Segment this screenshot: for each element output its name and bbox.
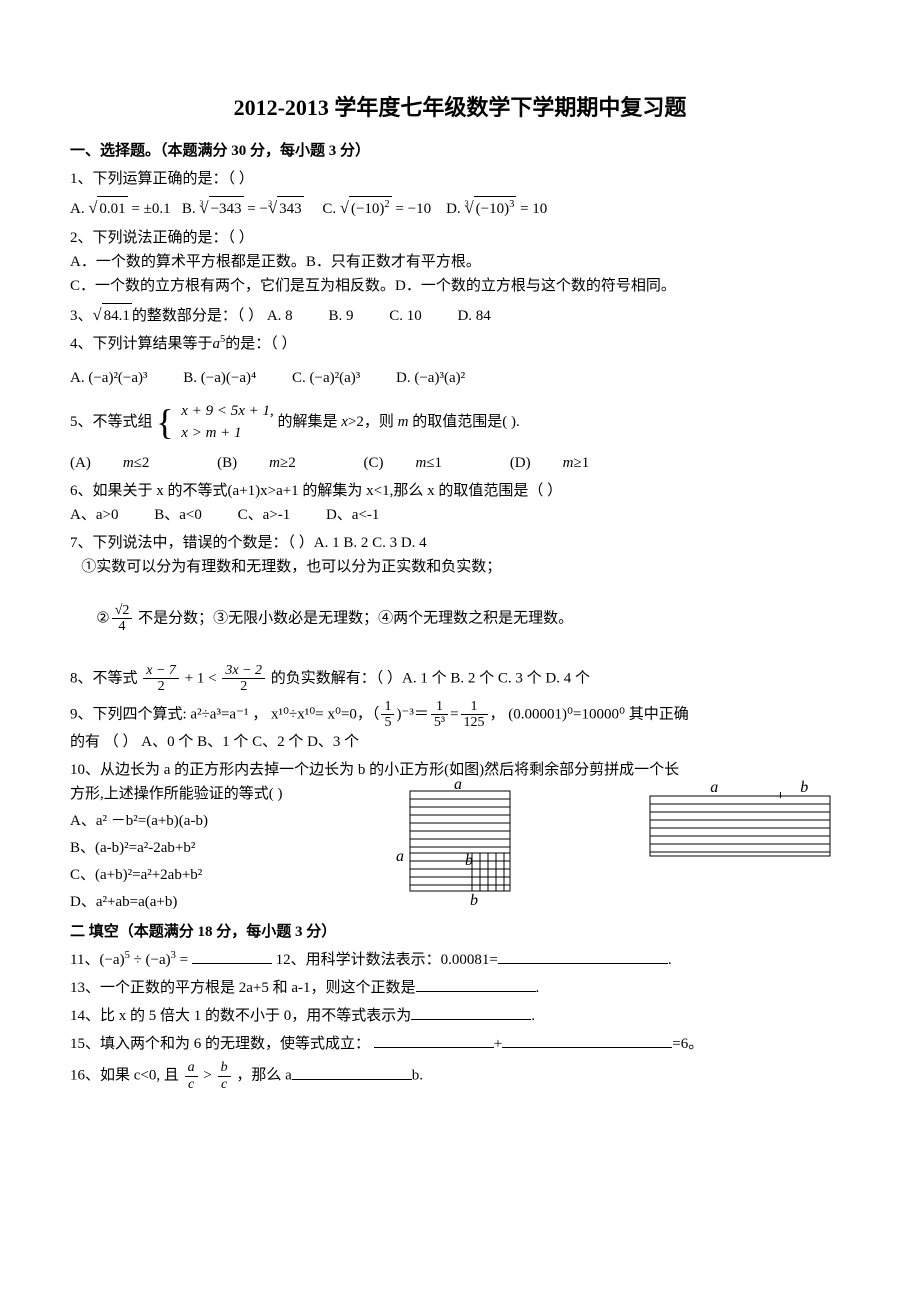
- q2-line2: C．一个数的立方根有两个，它们是互为相反数。D．一个数的立方根与这个数的符号相同…: [70, 274, 850, 298]
- question-2: 2、下列说法正确的是：（ ） A．一个数的算术平方根都是正数。B．只有正数才有平…: [70, 226, 850, 298]
- svg-text:b: b: [470, 892, 478, 909]
- question-5: 5、不等式组 { x + 9 < 5x + 1, x > m + 1 的解集是 …: [70, 400, 850, 475]
- svg-text:a: a: [454, 776, 462, 793]
- q5-opt-b: (B)m≥2: [217, 455, 328, 471]
- q3-opt-d: D. 84: [457, 308, 490, 324]
- question-15: 15、填入两个和为 6 的无理数，使等式成立： +=6。: [70, 1032, 850, 1056]
- section-2-header: 二 填空（本题满分 18 分，每小题 3 分）: [70, 920, 850, 944]
- question-6: 6、如果关于 x 的不等式(a+1)x>a+1 的解集为 x<1,那么 x 的取…: [70, 479, 850, 527]
- page-title: 2012-2013 学年度七年级数学下学期期中复习题: [70, 90, 850, 125]
- q2-line1: A．一个数的算术平方根都是正数。B．只有正数才有平方根。: [70, 250, 850, 274]
- svg-text:b: b: [800, 779, 808, 796]
- q8-frac1: x − 72: [143, 663, 179, 695]
- question-10: 10、从边长为 a 的正方形内去掉一个边长为 b 的小正方形(如图)然后将剩余部…: [70, 758, 850, 914]
- q1-options: A. √0.01 = ±0.1 B. 3√−343 = −3√343 C. √(…: [70, 195, 850, 221]
- svg-text:a: a: [710, 779, 718, 796]
- blank-16: [292, 1064, 412, 1080]
- blank-11: [192, 948, 272, 964]
- svg-text:a: a: [396, 848, 404, 865]
- q8-frac2: 3x − 22: [222, 663, 265, 695]
- q5-opt-d: (D)m≥1: [510, 455, 621, 471]
- q1-stem: 1、下列运算正确的是：（ ）: [70, 167, 850, 191]
- q6-opt-b: B、a<0: [154, 507, 202, 523]
- q3-opt-c: C. 10: [389, 308, 422, 324]
- q10-figure: a a b b a b: [390, 776, 850, 914]
- question-13: 13、一个正数的平方根是 2a+5 和 a-1，则这个正数是.: [70, 976, 850, 1000]
- q3-opt-a: A. 8: [267, 308, 293, 324]
- question-4: 4、下列计算结果等于a5的是：（ ） A. (−a)²(−a)³ B. (−a)…: [70, 332, 850, 390]
- blank-13: [416, 976, 536, 992]
- question-16: 16、如果 c<0, 且 ac > bc ，那么 ab.: [70, 1060, 850, 1092]
- question-14: 14、比 x 的 5 倍大 1 的数不小于 0，用不等式表示为.: [70, 1004, 850, 1028]
- q4-options: A. (−a)²(−a)³ B. (−a)(−a)⁴ C. (−a)²(a)³ …: [70, 366, 850, 390]
- q5-options: (A)m≤2 (B)m≥2 (C)m≤1 (D)m≥1: [70, 451, 850, 475]
- q5-brace: { x + 9 < 5x + 1, x > m + 1: [156, 400, 273, 445]
- question-1: 1、下列运算正确的是：（ ） A. √0.01 = ±0.1 B. 3√−343…: [70, 167, 850, 221]
- svg-text:b: b: [465, 852, 473, 869]
- section-1-header: 一、选择题。（本题满分 30 分，每小题 3 分）: [70, 139, 850, 163]
- q4-opt-a: A. (−a)²(−a)³: [70, 370, 148, 386]
- q6-opt-a: A、a>0: [70, 507, 118, 523]
- q1-opt-b: B. 3√−343 = −3√343: [182, 201, 308, 217]
- q5-opt-a: (A)m≤2: [70, 455, 181, 471]
- q4-stem: 4、下列计算结果等于a5的是：（ ）: [70, 332, 850, 356]
- q4-opt-b: B. (−a)(−a)⁴: [183, 370, 256, 386]
- blank-15b: [502, 1032, 672, 1048]
- q6-opt-d: D、a<-1: [326, 507, 379, 523]
- q6-opt-c: C、a>-1: [238, 507, 291, 523]
- question-9: 9、下列四个算式: a²÷a³=a⁻¹ ， x¹⁰÷x¹⁰= x⁰=0，（15)…: [70, 699, 850, 755]
- q5-opt-c: (C)m≤1: [363, 455, 474, 471]
- q3-opt-b: B. 9: [328, 308, 353, 324]
- question-11-12: 11、(−a)5 ÷ (−a)3 = 12、用科学计数法表示：0.00081=.: [70, 948, 850, 972]
- q7-fraction: √24: [112, 603, 133, 635]
- q6-options: A、a>0 B、a<0 C、a>-1 D、a<-1: [70, 503, 850, 527]
- q1-opt-a: A. √0.01 = ±0.1: [70, 201, 174, 217]
- question-8: 8、不等式 x − 72 + 1 < 3x − 22 的负实数解有：（ ）A. …: [70, 663, 850, 695]
- q4-opt-d: D. (−a)³(a)²: [396, 370, 465, 386]
- blank-14: [411, 1004, 531, 1020]
- blank-12: [498, 948, 668, 964]
- q2-stem: 2、下列说法正确的是：（ ）: [70, 226, 850, 250]
- blank-15a: [374, 1032, 494, 1048]
- q4-opt-c: C. (−a)²(a)³: [292, 370, 360, 386]
- q1-opt-d: D. 3√(−10)3 = 10: [446, 201, 547, 217]
- question-3: 3、√84.1的整数部分是：（ ） A. 8 B. 9 C. 10 D. 84: [70, 302, 850, 328]
- q1-opt-c: C. √(−10)2 = −10: [322, 201, 434, 217]
- question-7: 7、下列说法中，错误的个数是：（ ）A. 1 B. 2 C. 3 D. 4 ①实…: [70, 531, 850, 659]
